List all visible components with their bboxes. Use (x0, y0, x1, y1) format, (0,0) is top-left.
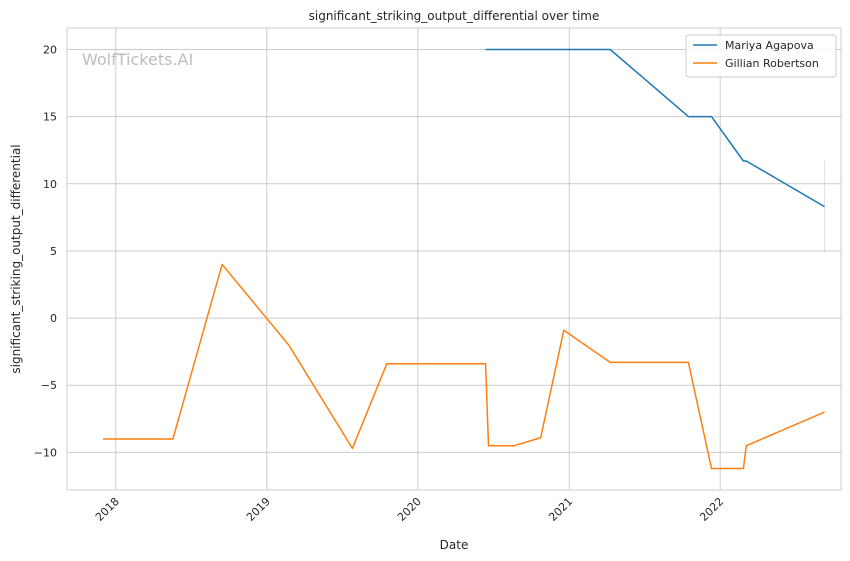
y-tick-label: 0 (50, 312, 57, 325)
chart-title: significant_striking_output_differential… (309, 9, 600, 23)
y-tick-label: 15 (43, 111, 57, 124)
legend-label: Mariya Agapova (725, 39, 814, 52)
y-tick-label: 10 (43, 178, 57, 191)
x-axis-label: Date (440, 538, 469, 552)
x-tick-label: 2019 (244, 495, 273, 524)
legend-box (685, 34, 837, 78)
series-line-0 (485, 48, 825, 208)
y-axis-label: significant_striking_output_differential (9, 144, 23, 373)
y-tick-label: −10 (34, 446, 57, 459)
series-lines (103, 48, 825, 470)
y-tick-label: 5 (50, 245, 57, 258)
y-tick-label: −5 (41, 379, 57, 392)
grid (67, 28, 841, 490)
legend-label: Gillian Robertson (725, 57, 819, 70)
watermark: WolfTickets.AI (82, 50, 193, 69)
y-tick-label: 20 (43, 43, 57, 56)
x-tick-label: 2021 (546, 495, 575, 524)
plot-frame (66, 27, 842, 491)
legend: Mariya Agapova Gillian Robertson (685, 34, 837, 78)
x-tick-label: 2020 (395, 495, 424, 524)
x-tick-label: 2022 (697, 495, 726, 524)
x-axis-ticks: 2018 2019 2020 2021 2022 (93, 495, 726, 524)
series-line-1 (103, 263, 825, 470)
x-tick-label: 2018 (93, 495, 122, 524)
y-axis-ticks: −10 −5 0 5 10 15 20 (34, 43, 57, 459)
